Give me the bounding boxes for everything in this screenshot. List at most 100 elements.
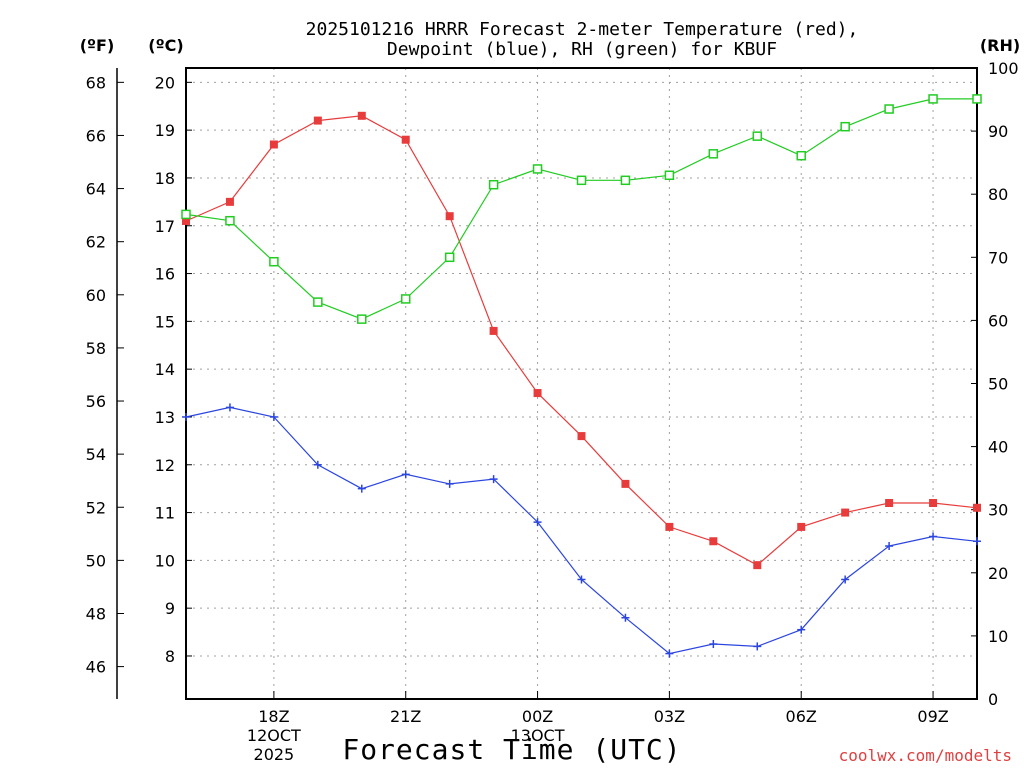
rh-point: [928, 94, 938, 104]
time-tick-label: 12OCT: [247, 726, 301, 745]
dewpoint-point: [929, 532, 938, 541]
temperature-point: [841, 508, 850, 517]
temperature-point: [929, 499, 938, 508]
celsius-unit-label: (ºC): [148, 36, 183, 55]
fahrenheit-unit-label: (ºF): [80, 36, 115, 55]
fahrenheit-tick-label: 60: [86, 286, 106, 305]
rh-point: [357, 314, 367, 324]
dewpoint-point: [401, 470, 410, 479]
fahrenheit-tick-label: 54: [86, 445, 106, 464]
chart-title-line-2: Dewpoint (blue), RH (green) for KBUF: [387, 39, 777, 60]
dewpoint-point: [533, 518, 542, 527]
temperature-series: [182, 111, 981, 570]
rh-tick-label: 90: [988, 122, 1008, 141]
temperature-point: [182, 216, 190, 225]
temperature-point: [797, 522, 806, 531]
time-tick-label: 00Z: [522, 707, 553, 726]
fahrenheit-tick-label: 56: [86, 392, 106, 411]
dewpoint-point: [357, 484, 366, 493]
celsius-tick-label: 16: [155, 265, 175, 284]
dewpoint-point: [885, 542, 894, 551]
fahrenheit-axis: 46 48 50 52 54 56 58 60 62 64 66 68: [86, 73, 124, 677]
temperature-point: [445, 212, 454, 221]
celsius-tick-label: 20: [155, 73, 175, 92]
celsius-tick-label: 17: [155, 217, 175, 236]
dewpoint-point: [709, 640, 718, 649]
fahrenheit-tick-label: 52: [86, 498, 106, 517]
rh-line: [185, 98, 977, 320]
rh-point: [884, 104, 894, 114]
rh-tick-label: 30: [988, 501, 1008, 520]
temperature-point: [665, 522, 674, 531]
temperature-point: [621, 479, 630, 488]
temperature-point: [489, 326, 498, 335]
x-axis-title: Forecast Time (UTC): [342, 733, 681, 766]
rh-series: [181, 94, 982, 324]
time-tick-label: 06Z: [786, 707, 817, 726]
dewpoint-point: [577, 575, 586, 584]
rh-point: [576, 175, 587, 186]
rh-unit-label: (RH): [980, 36, 1020, 55]
dewpoint-point: [621, 613, 630, 622]
source-credit: coolwx.com/modelts: [839, 746, 1012, 765]
dewpoint-point: [841, 575, 850, 584]
dewpoint-point: [665, 649, 674, 658]
plot-frame: [185, 67, 978, 700]
rh-tick-label: 100: [988, 59, 1019, 78]
celsius-tick-label: 13: [155, 408, 175, 427]
dewpoint-point: [313, 460, 322, 469]
chart-title-line-1: 2025101216 HRRR Forecast 2-meter Tempera…: [306, 19, 859, 40]
time-tick-label: 18Z: [258, 707, 289, 726]
time-tick-label: 13OCT: [511, 726, 565, 745]
rh-point: [181, 209, 191, 220]
temperature-point: [577, 432, 586, 441]
temperature-point: [753, 561, 762, 570]
rh-tick-label: 0: [988, 690, 998, 709]
time-tick-label: 21Z: [390, 707, 421, 726]
rh-tick-label: 70: [988, 248, 1008, 267]
celsius-tick-label: 18: [155, 169, 175, 188]
temperature-point: [225, 197, 234, 206]
rh-tick-label: 80: [988, 185, 1008, 204]
fahrenheit-tick-label: 50: [86, 551, 106, 570]
dewpoint-point: [182, 412, 190, 421]
time-tick-label: 09Z: [917, 707, 948, 726]
celsius-tick-label: 14: [155, 360, 175, 379]
rh-point: [225, 215, 235, 226]
celsius-tick-label: 12: [155, 456, 175, 475]
rh-point: [972, 94, 982, 104]
dewpoint-series: [182, 403, 981, 658]
rh-point: [532, 164, 543, 174]
time-tick-label: 2025: [254, 745, 295, 764]
dewpoint-point: [225, 403, 234, 412]
rh-tick-label: 60: [988, 311, 1008, 330]
dewpoint-line: [185, 406, 978, 655]
rh-point: [444, 252, 455, 263]
fahrenheit-tick-label: 62: [86, 233, 106, 252]
rh-point: [796, 150, 806, 161]
temperature-point: [973, 503, 981, 512]
celsius-tick-label: 9: [165, 599, 175, 618]
fahrenheit-tick-label: 58: [86, 339, 106, 358]
gridlines: [186, 68, 977, 699]
rh-tick-label: 20: [988, 564, 1008, 583]
temperature-point: [709, 537, 718, 546]
temperature-point: [533, 389, 542, 398]
rh-point: [620, 175, 631, 186]
temperature-point: [401, 135, 410, 144]
fahrenheit-tick-label: 66: [86, 126, 106, 145]
celsius-tick-label: 10: [155, 551, 175, 570]
rh-point: [664, 170, 675, 181]
fahrenheit-tick-label: 48: [86, 604, 106, 623]
dewpoint-point: [269, 412, 278, 421]
rh-axis: 0 10 20 30 40 50 60 70 80 90 100: [971, 59, 1019, 709]
rh-point: [840, 121, 850, 132]
data-series: [181, 94, 982, 658]
rh-tick-label: 50: [988, 375, 1008, 394]
time-tick-label: 03Z: [654, 707, 685, 726]
fahrenheit-tick-label: 64: [86, 180, 106, 199]
celsius-tick-label: 11: [155, 504, 175, 523]
rh-tick-label: 10: [988, 627, 1008, 646]
